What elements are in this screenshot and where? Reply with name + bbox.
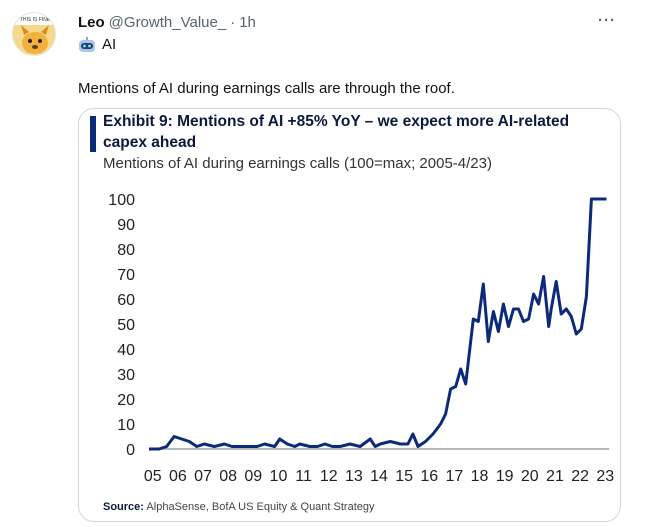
- y-tick-label: 20: [117, 392, 135, 409]
- avatar-caption: THIS IS FINE: [20, 17, 51, 23]
- y-tick-label: 40: [117, 342, 135, 359]
- x-tick-label: 18: [471, 468, 489, 485]
- chart-title: Exhibit 9: Mentions of AI +85% YoY – we …: [103, 113, 570, 151]
- author-name[interactable]: Leo: [78, 13, 105, 31]
- x-tick-label: 15: [395, 468, 413, 485]
- y-tick-label: 30: [117, 367, 135, 384]
- title-accent-bar: [90, 116, 96, 152]
- x-tick-label: 22: [571, 468, 589, 485]
- y-tick-label: 70: [117, 267, 135, 284]
- x-tick-label: 10: [270, 468, 288, 485]
- source-text: AlphaSense, BofA US Equity & Quant Strat…: [146, 501, 375, 513]
- x-tick-label: 09: [244, 468, 262, 485]
- x-tick-label: 19: [496, 468, 514, 485]
- chart-subtitle: Mentions of AI during earnings calls (10…: [103, 155, 492, 172]
- x-tick-label: 17: [446, 468, 464, 485]
- x-tick-label: 20: [521, 468, 539, 485]
- affiliation-label: AI: [102, 36, 117, 53]
- line-chart: 0 10 20 30 40 50 60 70 80 90 100 05 06 07 08 09 10 11 12 13…: [108, 192, 614, 485]
- series-line: [149, 197, 607, 451]
- y-tick-label: 80: [117, 242, 135, 259]
- y-tick-label: 0: [126, 442, 135, 459]
- y-tick-label: 10: [117, 417, 135, 434]
- avatar-dog-image: THIS IS FINE: [13, 13, 55, 55]
- x-tick-label: 06: [169, 468, 187, 485]
- tweet-header: Leo @Growth_Value_ · 1h: [78, 12, 256, 32]
- x-tick-label: 08: [219, 468, 237, 485]
- x-tick-label: 16: [420, 468, 438, 485]
- x-tick-label: 05: [144, 468, 162, 485]
- y-tick-label: 90: [117, 217, 135, 234]
- affiliation-badge[interactable]: AI: [78, 36, 116, 53]
- x-tick-label: 07: [194, 468, 212, 485]
- robot-icon: [79, 36, 95, 52]
- x-tick-label: 21: [546, 468, 564, 485]
- tweet-timestamp[interactable]: 1h: [239, 13, 256, 31]
- tweet-text: Mentions of AI during earnings calls are…: [78, 80, 455, 97]
- x-tick-label: 23: [596, 468, 614, 485]
- y-tick-label: 100: [108, 192, 135, 209]
- x-tick-label: 11: [295, 468, 312, 485]
- avatar[interactable]: THIS IS FINE: [12, 12, 56, 56]
- source-label: Source:: [103, 501, 144, 513]
- x-tick-label: 14: [370, 468, 388, 485]
- y-tick-label: 60: [117, 292, 135, 309]
- separator-dot: ·: [230, 13, 236, 31]
- author-handle[interactable]: @Growth_Value_: [108, 13, 227, 31]
- more-options-button[interactable]: ···: [598, 11, 616, 29]
- chart-source: Source: AlphaSense, BofA US Equity & Qua…: [103, 501, 375, 513]
- x-tick-label: 13: [345, 468, 363, 485]
- y-tick-label: 50: [117, 317, 135, 334]
- x-tick-label: 12: [320, 468, 338, 485]
- tweet-media-image[interactable]: Exhibit 9: Mentions of AI +85% YoY – we …: [78, 108, 621, 522]
